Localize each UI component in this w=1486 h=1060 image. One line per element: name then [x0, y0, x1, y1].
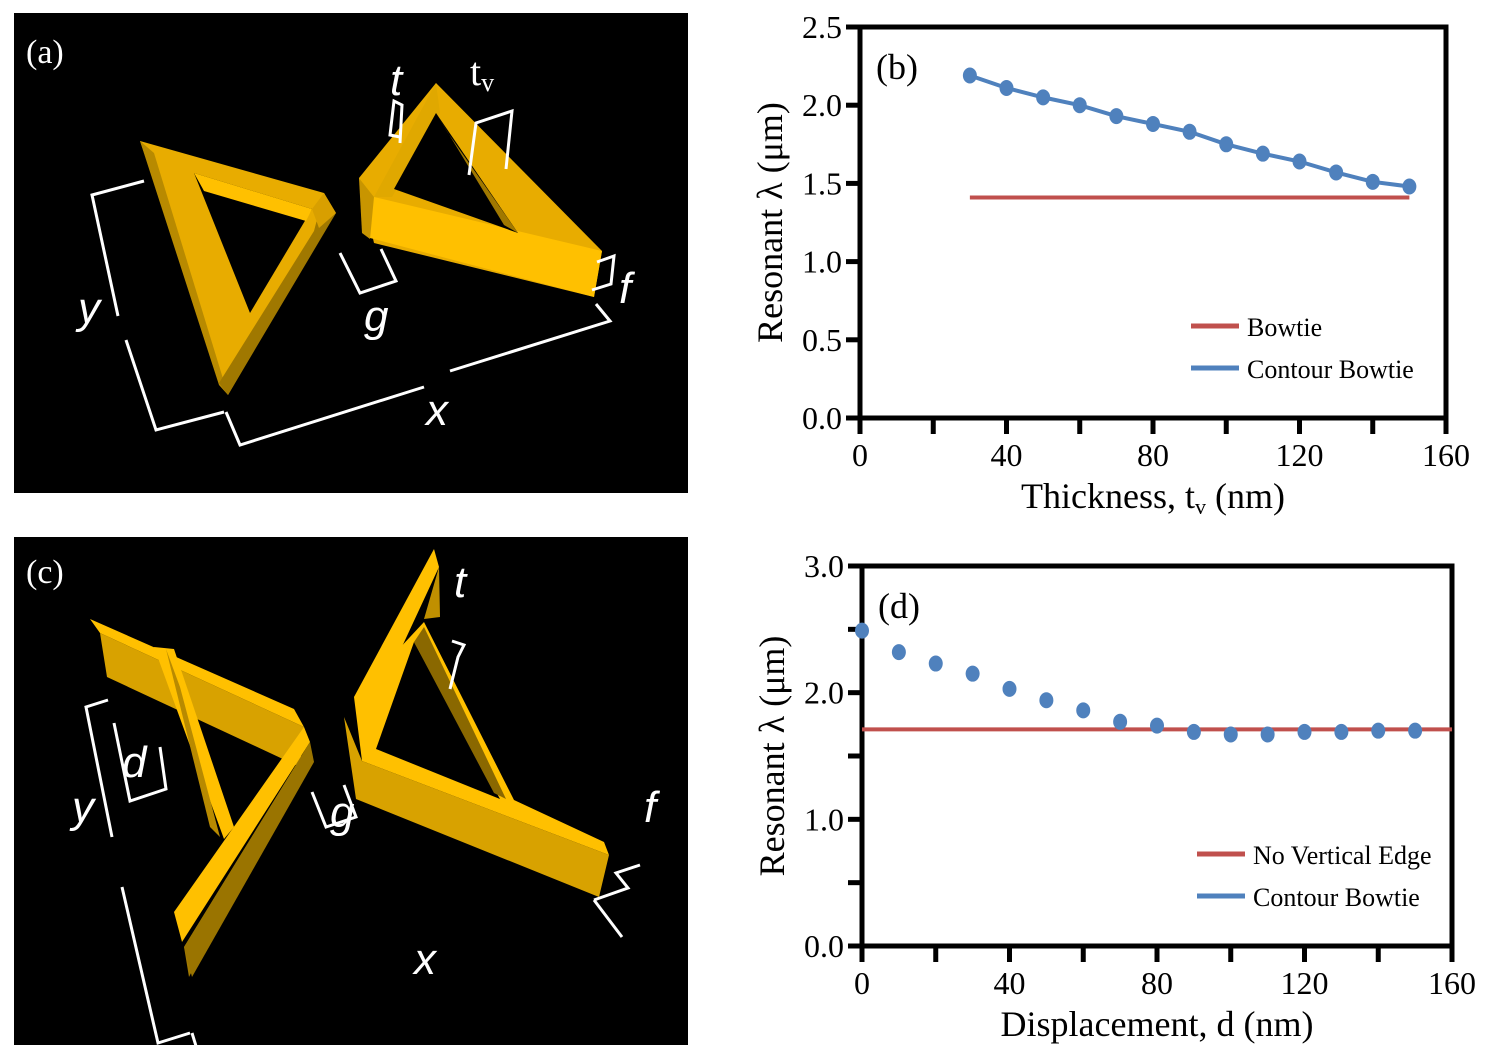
- data-point: [1292, 153, 1307, 170]
- dim-label-f: f: [619, 264, 636, 313]
- data-point: [1255, 145, 1270, 162]
- y-tick-label: 2.5: [802, 9, 842, 45]
- panel-c-label: (c): [26, 554, 64, 591]
- x-tick-label: 0: [852, 437, 868, 473]
- right-triangle: [359, 83, 602, 297]
- data-point: [1076, 702, 1091, 719]
- y-tick-label: 1.0: [802, 244, 842, 280]
- data-point: [855, 622, 869, 639]
- data-point: [1329, 164, 1344, 181]
- data-point: [1365, 173, 1380, 190]
- chart-d: 0 40 80 120 160 0.0 1.0 2.0 3.0 Resonant λ (μm) Di…: [740, 540, 1486, 1060]
- chart-b: 0 40 80 120 160 0.0 0.5 1.0 1.5 2.0 2.5 Resonant λ …: [740, 0, 1486, 520]
- chart-b-svg: 0 40 80 120 160 0.0 0.5 1.0 1.5 2.0 2.5 Resonant λ …: [750, 9, 1470, 519]
- data-point: [1072, 97, 1087, 114]
- data-point: [1371, 722, 1386, 739]
- x-tick-label: 120: [1276, 437, 1324, 473]
- y-axis-label: Resonant λ (μm): [750, 102, 790, 343]
- data-point: [1182, 123, 1197, 140]
- data-point: [1402, 178, 1417, 195]
- x-tick-label: 120: [1281, 965, 1329, 1001]
- data-point: [1186, 723, 1201, 740]
- data-point: [891, 644, 906, 661]
- data-point: [1146, 115, 1160, 132]
- dim-label-tv: tv: [470, 49, 494, 97]
- dim-label-d: d: [122, 738, 148, 787]
- dimension-brackets: [84, 639, 641, 1045]
- data-point: [928, 655, 943, 672]
- x-tick-label: 80: [1141, 965, 1173, 1001]
- y-tick-label: 2.0: [804, 675, 844, 711]
- data-point: [1408, 722, 1423, 739]
- dim-label-t: t: [454, 558, 468, 607]
- legend-label: Contour Bowtie: [1253, 883, 1420, 912]
- data-point: [999, 79, 1014, 96]
- x-tick-label: 160: [1422, 437, 1470, 473]
- data-point: [1002, 680, 1017, 697]
- panel-label: (d): [878, 586, 920, 626]
- data-point: [1150, 717, 1164, 734]
- x-axis-label: Displacement, d (nm): [1001, 1004, 1314, 1044]
- dim-label-y: y: [69, 783, 97, 832]
- panel-c-render: (c) t d y g f x: [14, 537, 688, 1045]
- dim-label-f: f: [644, 783, 661, 832]
- displaced-bowtie-render: (c) t d y g f x: [26, 549, 661, 1045]
- contour-bowtie-render: (a) t tv y g f x: [26, 34, 636, 447]
- dim-label-t: t: [390, 56, 404, 105]
- data-point: [1219, 136, 1234, 153]
- right-triangle: [344, 549, 609, 897]
- x-tick-label: 80: [1137, 437, 1169, 473]
- y-tick-label: 0.0: [804, 928, 844, 964]
- x-axis-label: Thickness, tv (nm): [1021, 476, 1285, 519]
- data-point: [965, 665, 980, 682]
- dim-label-g: g: [330, 788, 355, 837]
- y-tick-label: 1.5: [802, 165, 842, 201]
- dim-label-x: x: [424, 386, 450, 435]
- y-axis-label: Resonant λ (μm): [752, 636, 792, 877]
- left-triangle: [90, 619, 314, 977]
- x-tick-label: 160: [1428, 965, 1476, 1001]
- data-point: [1036, 89, 1051, 106]
- data-point: [1109, 108, 1124, 125]
- x-tick-label: 40: [991, 437, 1023, 473]
- data-point: [1113, 713, 1128, 730]
- legend-label: No Vertical Edge: [1253, 841, 1432, 870]
- data-point: [962, 67, 977, 84]
- y-tick-label: 3.0: [804, 548, 844, 584]
- legend-label: Bowtie: [1247, 313, 1322, 342]
- y-tick-label: 1.0: [804, 801, 844, 837]
- dim-label-x: x: [412, 935, 438, 984]
- legend-label: Contour Bowtie: [1247, 355, 1414, 384]
- dim-label-g: g: [364, 292, 389, 341]
- left-triangle: [140, 141, 336, 395]
- data-point: [1039, 692, 1054, 709]
- dim-label-y: y: [75, 284, 103, 333]
- y-tick-label: 0.0: [802, 400, 842, 436]
- x-tick-label: 40: [994, 965, 1026, 1001]
- data-point: [1297, 723, 1312, 740]
- chart-d-svg: 0 40 80 120 160 0.0 1.0 2.0 3.0 Resonant λ (μm) Di…: [752, 548, 1476, 1044]
- data-point: [1260, 726, 1275, 743]
- x-tick-label: 0: [854, 965, 870, 1001]
- data-point: [1223, 726, 1238, 743]
- panel-label: (b): [876, 47, 918, 87]
- panel-a-render: (a) t tv y g f x: [14, 13, 688, 493]
- y-tick-label: 2.0: [802, 87, 842, 123]
- y-tick-label: 0.5: [802, 322, 842, 358]
- panel-a-label: (a): [26, 34, 64, 71]
- data-point: [1334, 723, 1349, 740]
- dimension-brackets: [90, 98, 616, 447]
